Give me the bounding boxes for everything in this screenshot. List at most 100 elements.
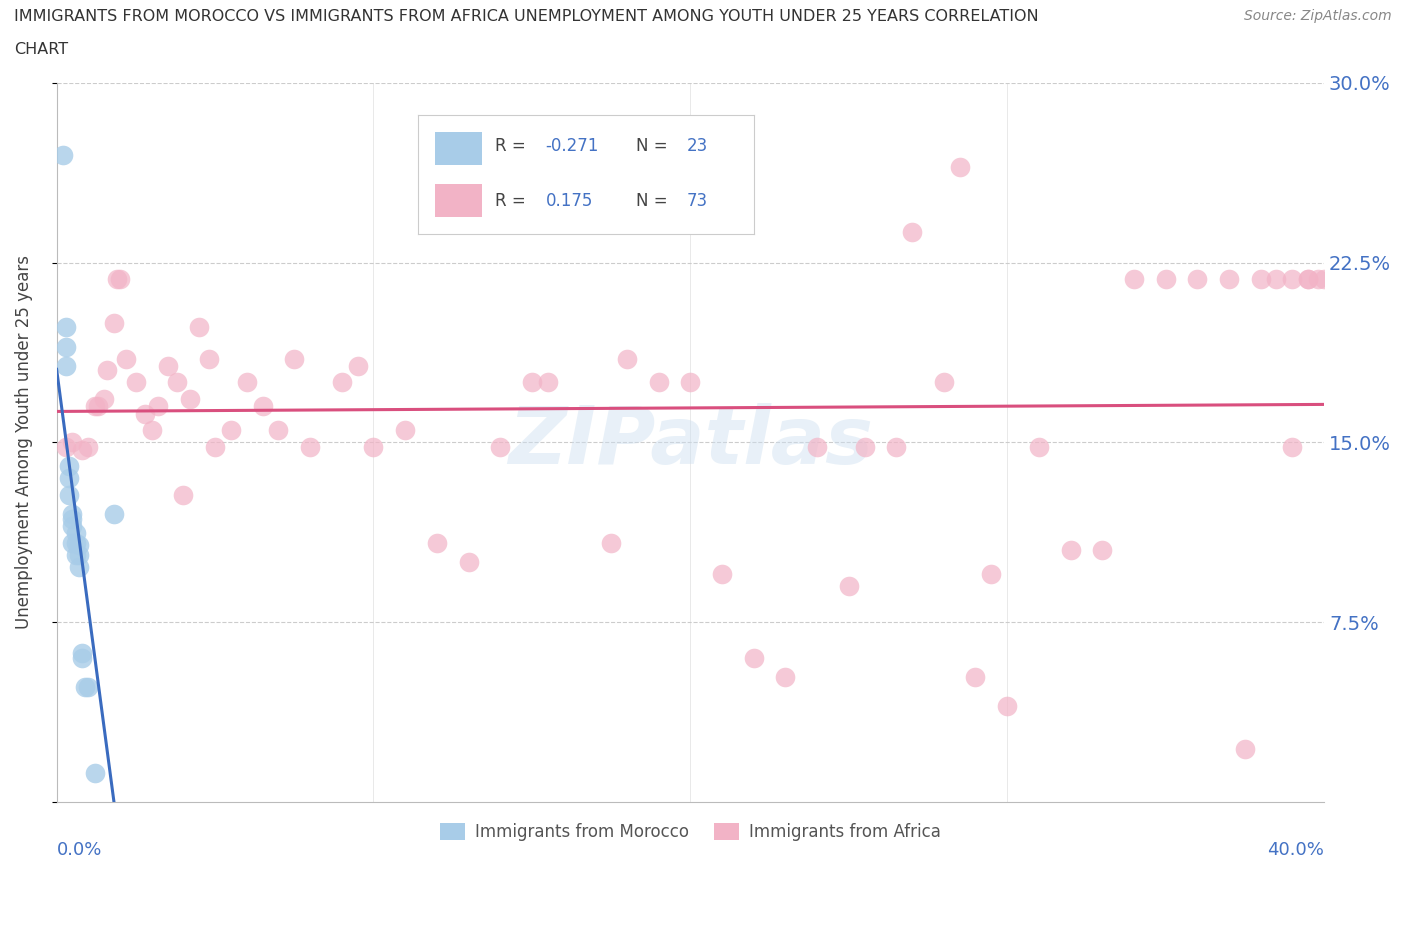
Point — [1250, 272, 1272, 286]
Point — [115, 351, 138, 365]
Point — [103, 507, 125, 522]
Point — [995, 698, 1018, 713]
Point — [1122, 272, 1144, 286]
Point — [600, 536, 623, 551]
Point — [55, 320, 77, 335]
Point — [52, 147, 75, 162]
Y-axis label: Unemployment Among Youth under 25 years: Unemployment Among Youth under 25 years — [15, 256, 32, 630]
Point — [299, 440, 322, 455]
Point — [179, 392, 201, 406]
Point — [553, 159, 575, 174]
Point — [96, 363, 118, 378]
Point — [616, 351, 638, 365]
Point — [62, 512, 84, 526]
Point — [1218, 272, 1240, 286]
Point — [108, 272, 131, 286]
Point — [70, 651, 93, 666]
Point — [156, 358, 179, 373]
Point — [65, 536, 87, 551]
Point — [1028, 440, 1050, 455]
Point — [1154, 272, 1177, 286]
Point — [1296, 272, 1319, 286]
Point — [55, 358, 77, 373]
Point — [67, 560, 90, 575]
Point — [346, 358, 368, 373]
Point — [1296, 272, 1319, 286]
Point — [70, 645, 93, 660]
Point — [965, 670, 987, 684]
Point — [77, 440, 100, 455]
Text: 0.0%: 0.0% — [56, 842, 103, 859]
Point — [394, 423, 416, 438]
Text: ZIPatlas: ZIPatlas — [508, 404, 873, 482]
Point — [70, 442, 93, 457]
Point — [62, 507, 84, 522]
Point — [1265, 272, 1288, 286]
Point — [105, 272, 128, 286]
Point — [252, 399, 274, 414]
Point — [1281, 440, 1303, 455]
Point — [711, 566, 734, 581]
Point — [679, 375, 702, 390]
Point — [267, 423, 290, 438]
Text: IMMIGRANTS FROM MOROCCO VS IMMIGRANTS FROM AFRICA UNEMPLOYMENT AMONG YOUTH UNDER: IMMIGRANTS FROM MOROCCO VS IMMIGRANTS FR… — [14, 9, 1039, 24]
Point — [949, 159, 972, 174]
Point — [775, 670, 797, 684]
Point — [83, 765, 105, 780]
Point — [1281, 272, 1303, 286]
Point — [75, 679, 97, 694]
Point — [65, 526, 87, 541]
Point — [134, 406, 156, 421]
Point — [742, 651, 765, 666]
Point — [583, 166, 606, 181]
Point — [103, 315, 125, 330]
Point — [65, 548, 87, 563]
Point — [647, 375, 669, 390]
Text: Source: ZipAtlas.com: Source: ZipAtlas.com — [1244, 9, 1392, 23]
Point — [1059, 543, 1081, 558]
Point — [62, 536, 84, 551]
Point — [188, 320, 211, 335]
Point — [62, 519, 84, 534]
Point — [219, 423, 242, 438]
Point — [172, 487, 194, 502]
Point — [980, 566, 1002, 581]
Point — [283, 351, 305, 365]
Point — [58, 487, 80, 502]
Point — [1306, 272, 1329, 286]
Point — [55, 440, 77, 455]
Point — [55, 339, 77, 354]
Point — [77, 679, 100, 694]
Point — [146, 399, 169, 414]
Point — [537, 375, 560, 390]
Point — [67, 548, 90, 563]
Point — [806, 440, 828, 455]
Point — [838, 578, 860, 593]
Point — [330, 375, 353, 390]
Point — [197, 351, 219, 365]
Point — [62, 435, 84, 450]
Point — [363, 440, 385, 455]
Point — [901, 224, 924, 239]
Point — [1187, 272, 1209, 286]
Point — [932, 375, 955, 390]
Point — [884, 440, 907, 455]
Point — [141, 423, 163, 438]
Point — [1313, 272, 1336, 286]
Point — [1091, 543, 1114, 558]
Point — [853, 440, 876, 455]
Point — [125, 375, 148, 390]
Point — [166, 375, 188, 390]
Point — [87, 399, 110, 414]
Text: 40.0%: 40.0% — [1267, 842, 1324, 859]
Point — [58, 471, 80, 485]
Point — [67, 538, 90, 552]
Point — [1233, 741, 1256, 756]
Point — [204, 440, 226, 455]
Point — [235, 375, 257, 390]
Point — [93, 392, 115, 406]
Point — [426, 536, 449, 551]
Point — [83, 399, 105, 414]
Point — [489, 440, 512, 455]
Point — [520, 375, 543, 390]
